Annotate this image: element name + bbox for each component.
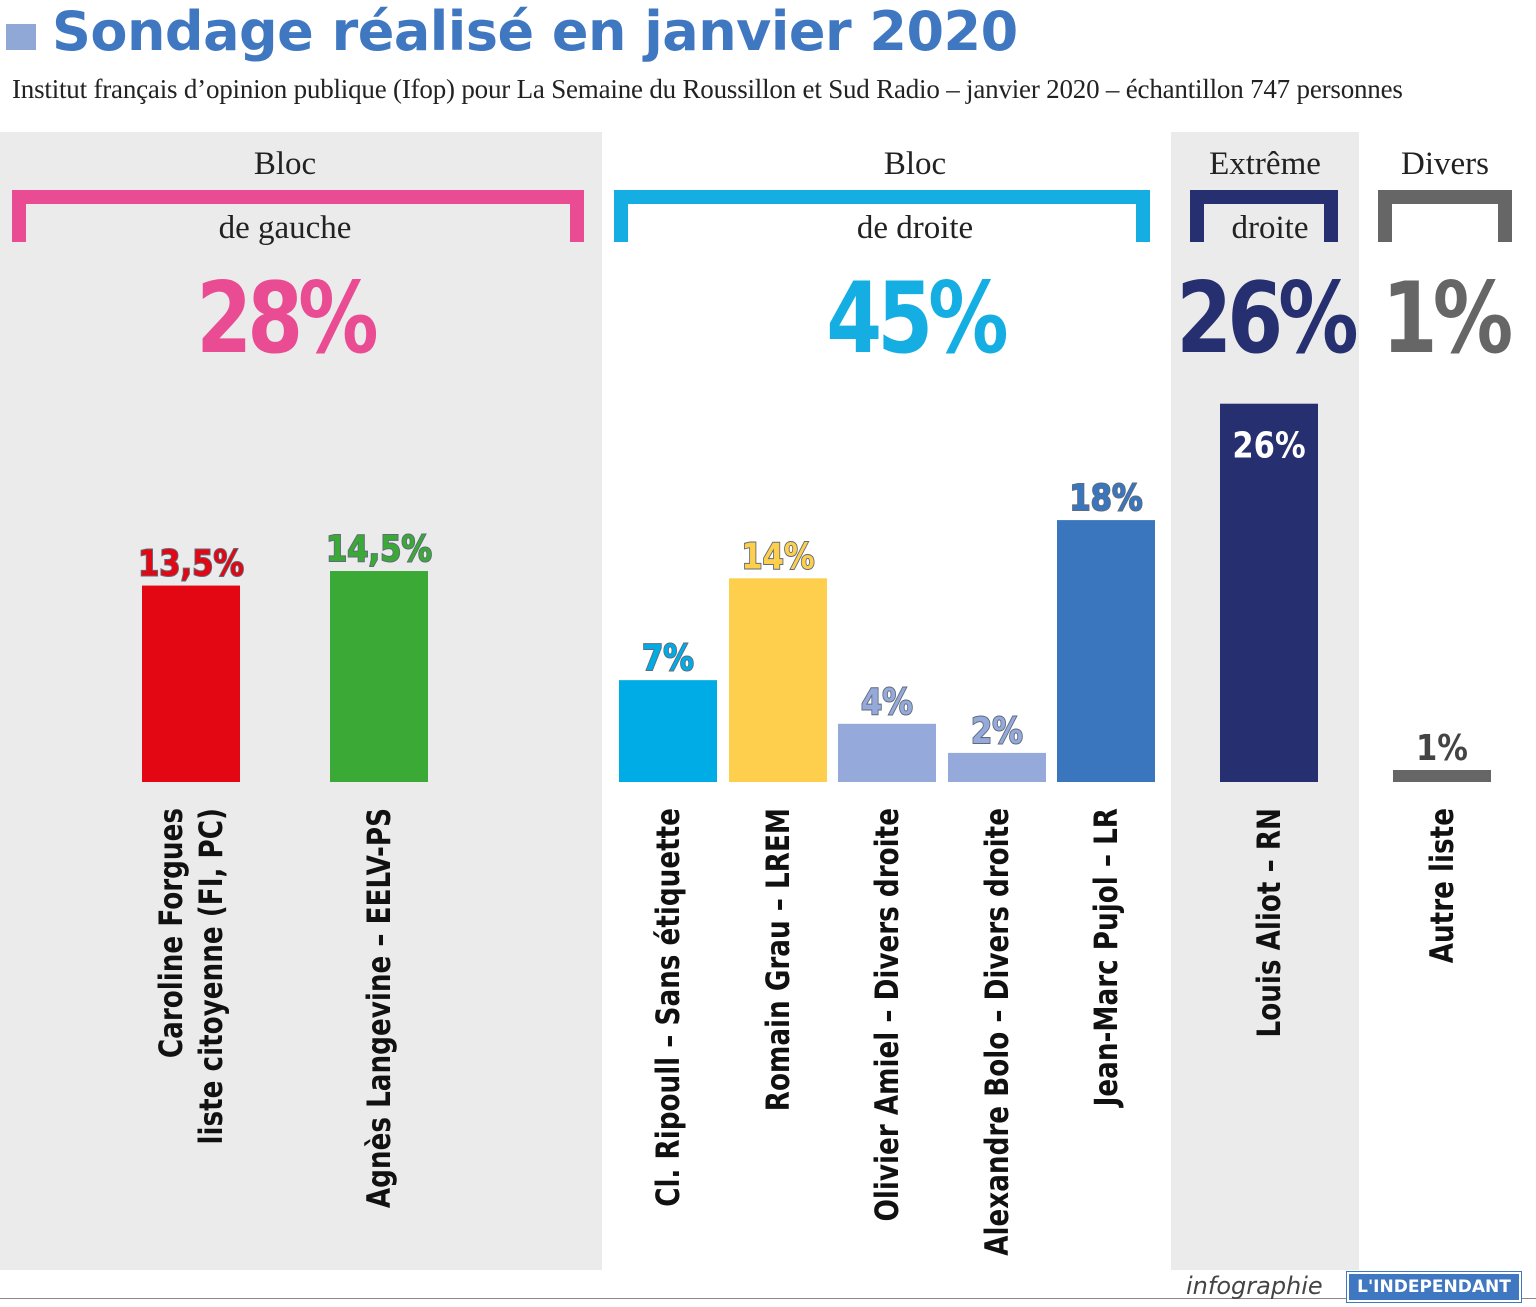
bar-8 [1393, 770, 1491, 782]
candidate-label-0-1: liste citoyenne (FI, PC) [192, 808, 229, 1145]
bar-value-label-0: 13,5% [138, 542, 244, 584]
bar-1 [330, 571, 428, 782]
bar-7 [1220, 403, 1318, 782]
group-droite-bracket [614, 190, 1150, 242]
group-extreme-word: Extrême [1209, 146, 1321, 182]
group-extreme-bracket [1190, 190, 1338, 242]
chart-title: Sondage réalisé en janvier 2020 [52, 0, 1018, 63]
footer-credit: infographie [1186, 1272, 1323, 1300]
bar-2 [619, 680, 717, 782]
candidate-label-6-0: Jean-Marc Pujol – LR [1087, 808, 1124, 1108]
group-divers-word: Divers [1401, 146, 1489, 182]
bar-0 [142, 585, 240, 782]
bar-value-label-7: 26% [1232, 424, 1305, 466]
footer-line [0, 1298, 1536, 1299]
candidate-label-0-0: Caroline Forgues [152, 808, 189, 1058]
chart-subtitle: Institut français d’opinion publique (If… [12, 74, 1403, 104]
group-gauche-total: 28% [196, 262, 379, 376]
group-gauche-bracket [12, 190, 584, 242]
candidate-label-7-0: Louis Aliot – RN [1250, 808, 1287, 1038]
bar-value-label-1: 14,5% [326, 528, 432, 570]
bar-value-label-4: 4% [861, 680, 913, 722]
group-extreme-sub: droite [1231, 210, 1309, 246]
bar-value-label-3: 14% [741, 535, 814, 577]
panel-bloc-gauche [0, 132, 602, 1270]
bar-value-label-5: 2% [971, 709, 1023, 751]
group-droite-total: 45% [826, 262, 1009, 376]
candidate-label-1-0: Agnès Langevine – EELV-PS [360, 808, 397, 1208]
group-droite-word: Bloc [883, 146, 947, 182]
title-marker [6, 24, 36, 50]
candidate-label-3-0: Romain Grau – LREM [759, 808, 796, 1111]
group-extreme-total: 26% [1176, 262, 1359, 376]
candidate-label-4-0: Olivier Amiel – Divers droite [868, 808, 905, 1221]
bar-4 [838, 723, 936, 782]
candidate-label-8-0: Autre liste [1423, 808, 1460, 963]
bar-3 [729, 578, 827, 782]
brand-logo: L'INDEPENDANT [1346, 1271, 1522, 1303]
bar-value-label-2: 7% [642, 637, 694, 679]
candidate-label-2-0: Cl. Ripoull – Sans étiquette [649, 808, 686, 1207]
group-gauche-word: Bloc [253, 146, 317, 182]
candidate-label-5-0: Alexandre Bolo – Divers droite [978, 808, 1015, 1256]
group-divers-bracket [1378, 190, 1512, 242]
bar-6 [1057, 520, 1155, 782]
group-gauche-sub: de gauche [218, 210, 352, 246]
bar-value-label-8: 1% [1416, 727, 1468, 769]
bar-5 [948, 752, 1046, 782]
group-droite-sub: de droite [856, 210, 974, 246]
group-divers-total: 1% [1381, 262, 1514, 376]
bar-value-label-6: 18% [1069, 477, 1142, 519]
